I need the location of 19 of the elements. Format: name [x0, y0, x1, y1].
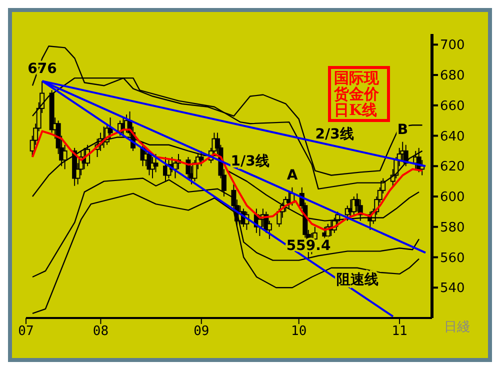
y-tick-label: 540	[440, 281, 465, 296]
annotation: 2/3线	[315, 126, 354, 142]
y-tick-label: 600	[440, 190, 465, 206]
x-axis-title: 日綫	[444, 319, 470, 336]
y-tick-label: 620	[440, 160, 465, 175]
y-tick-label: 680	[440, 68, 465, 84]
y-tick-label: 580	[440, 220, 465, 236]
x-tick-label: 09	[194, 324, 210, 340]
x-tick-label: 08	[92, 324, 109, 340]
y-tick-label: 640	[440, 129, 465, 144]
y-tick-label: 560	[440, 250, 465, 266]
x-tick-label: 11	[392, 324, 408, 340]
x-tick-label: 10	[291, 324, 307, 340]
y-tick-label: 700	[440, 38, 465, 54]
y-tick-label: 660	[440, 98, 465, 114]
text: 国际现货金价日K线	[328, 66, 390, 122]
x-tick-label: 07	[18, 324, 34, 340]
annotation: 1/3线	[230, 154, 270, 170]
annotation: A	[286, 167, 298, 184]
